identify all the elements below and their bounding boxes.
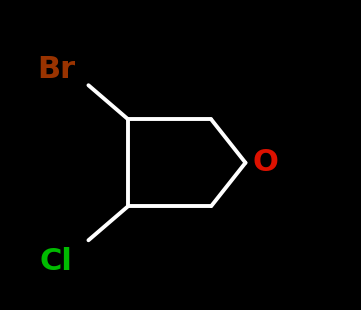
- Text: Br: Br: [37, 55, 75, 84]
- Text: O: O: [252, 148, 278, 177]
- Text: Cl: Cl: [39, 247, 73, 277]
